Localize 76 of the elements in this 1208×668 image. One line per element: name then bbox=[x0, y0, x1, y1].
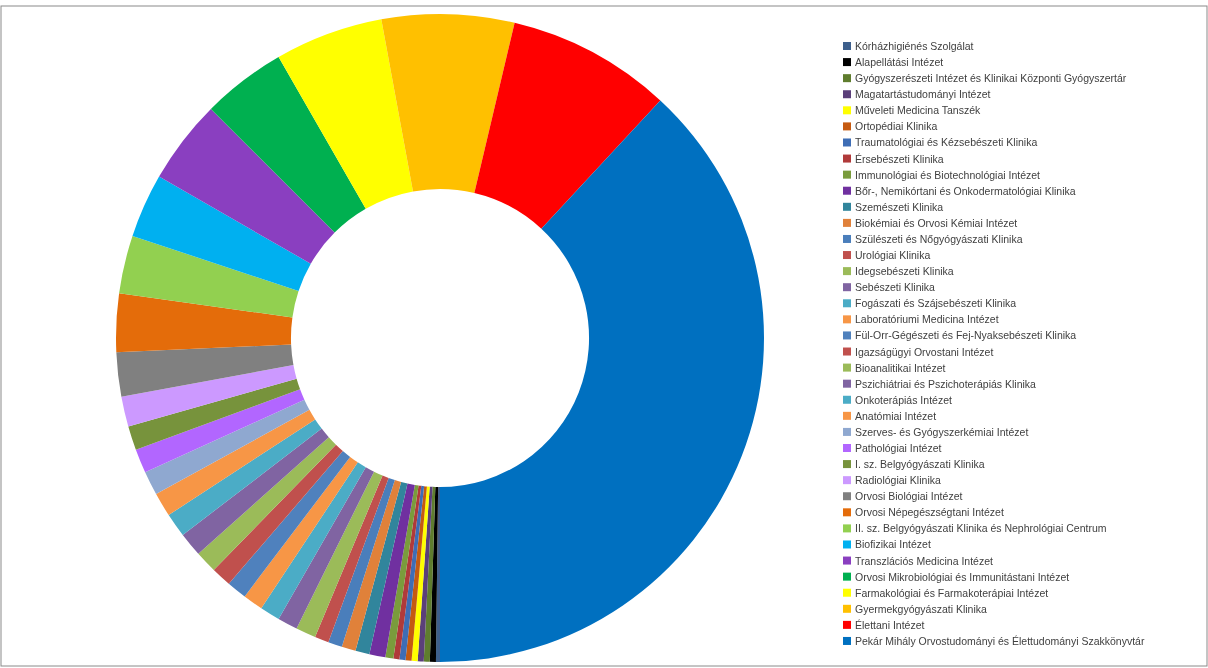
donut-slice bbox=[213, 444, 343, 584]
legend-label: II. sz. Belgyógyászati Klinika és Nephrológiai Centrum bbox=[855, 522, 1107, 535]
legend-label: Bioanalitikai Intézet bbox=[855, 361, 946, 374]
donut-slice bbox=[417, 486, 433, 662]
donut-slice bbox=[341, 480, 402, 651]
legend-label: Gyógyszerészeti Intézet és Klinikai Központi Gyógyszertár bbox=[855, 72, 1127, 85]
donut-slice bbox=[355, 481, 408, 655]
legend-label: Fogászati és Szájsebészeti Klinika bbox=[855, 297, 1017, 310]
donut-slice bbox=[135, 389, 305, 473]
legend-label: Alapellátási Intézet bbox=[855, 56, 944, 69]
donut-slice bbox=[393, 485, 422, 660]
donut-slice bbox=[132, 176, 311, 292]
legend-label: Igazságügyi Orvostani Intézet bbox=[855, 345, 994, 358]
legend-label: Transzlációs Medicina Intézet bbox=[855, 554, 993, 567]
donut-slice bbox=[228, 451, 351, 597]
donut-slice bbox=[385, 484, 419, 659]
donut-slice bbox=[116, 293, 293, 353]
donut-slice bbox=[381, 14, 515, 193]
donut-slice bbox=[261, 462, 366, 619]
donut-slice bbox=[411, 486, 430, 662]
donut-slice bbox=[121, 365, 297, 427]
donut-slice bbox=[399, 485, 425, 661]
legend-label: Radiológiai Klinika bbox=[855, 474, 941, 487]
legend-label: Orvosi Népegészségtani Intézet bbox=[855, 506, 1004, 519]
donut-slice bbox=[244, 456, 358, 609]
legend-label: Urológiai Klinika bbox=[855, 249, 931, 262]
legend-label: Szemészeti Klinika bbox=[855, 200, 944, 213]
legend-label: Traumatológiai és Kézsebészeti Klinika bbox=[855, 136, 1038, 149]
donut-slice bbox=[278, 19, 413, 209]
legend-label: Biokémiai és Orvosi Kémiai Intézet bbox=[855, 216, 1018, 229]
donut-slice bbox=[296, 471, 383, 637]
donut-slice bbox=[156, 409, 316, 516]
donut-slice bbox=[128, 378, 301, 450]
legend-label: Sebészeti Klinika bbox=[855, 281, 936, 294]
donut-slice bbox=[315, 475, 389, 643]
legend-label: Pszichiátriai és Pszichoterápiás Klinika bbox=[855, 377, 1037, 390]
legend-label: Anatómiai Intézet bbox=[855, 409, 937, 422]
donut-slice bbox=[182, 428, 329, 554]
legend-label: Fül-Orr-Gégészeti és Fej-Nyaksebészeti Klinika bbox=[855, 329, 1077, 342]
donut-slice bbox=[474, 22, 661, 229]
legend-label: Műveleti Medicina Tanszék bbox=[855, 104, 982, 117]
legend-label: Onkoterápiás Intézet bbox=[855, 393, 952, 406]
donut-slice bbox=[328, 477, 395, 647]
legend-label: Farmakológiai és Farmakoterápiai Intézet bbox=[855, 586, 1049, 599]
donut-slice bbox=[440, 100, 764, 662]
legend-label: Biofizikai Intézet bbox=[855, 538, 931, 551]
legend-label: Laboratóriumi Medicina Intézet bbox=[855, 313, 999, 326]
legend-label: I. sz. Belgyógyászati Klinika bbox=[855, 458, 985, 471]
legend-label: Immunológiai és Biotechnológiai Intézet bbox=[855, 168, 1041, 181]
donut-slice bbox=[429, 486, 439, 662]
donut-slice bbox=[168, 419, 322, 535]
legend-label: Élettani Intézet bbox=[855, 618, 925, 631]
donut-slice bbox=[159, 108, 335, 264]
legend-label: Gyermekgyógyászati Klinika bbox=[855, 602, 988, 615]
donut-slice bbox=[119, 235, 299, 318]
donut-slice bbox=[423, 486, 436, 662]
legend-label: Kórházhigiénés Szolgálat bbox=[855, 40, 974, 52]
legend-label: Orvosi Mikrobiológiai és Immunitástani Intézet bbox=[855, 570, 1070, 583]
legend-label: Orvosi Biológiai Intézet bbox=[855, 490, 963, 503]
legend-label: Szülészeti és Nőgyógyászati Klinika bbox=[855, 232, 1023, 245]
donut-slice bbox=[210, 57, 366, 233]
legend-label: Pekár Mihály Orvostudományi és Élettudományi Szakkönyvtár bbox=[855, 634, 1145, 647]
donut-slice bbox=[116, 344, 294, 397]
legend-label: Ortopédiai Klinika bbox=[855, 120, 938, 133]
legend-label: Idegsebészeti Klinika bbox=[855, 265, 954, 278]
donut-slice bbox=[145, 399, 310, 495]
legend-label: Pathológiai Intézet bbox=[855, 442, 942, 454]
donut-slice bbox=[198, 437, 336, 570]
donut-slice bbox=[435, 487, 440, 662]
legend-label: Bőr-, Nemikórtani és Onkodermatológiai Klinika bbox=[855, 184, 1076, 197]
legend-label: Szerves- és Gyógyszerkémiai Intézet bbox=[855, 425, 1029, 438]
donut-slice bbox=[405, 486, 427, 661]
legend-label: Érsebészeti Klinika bbox=[855, 152, 944, 165]
donut-slice bbox=[369, 483, 415, 658]
donut-slice bbox=[278, 467, 375, 629]
legend-label: Magatartástudományi Intézet bbox=[855, 88, 991, 101]
